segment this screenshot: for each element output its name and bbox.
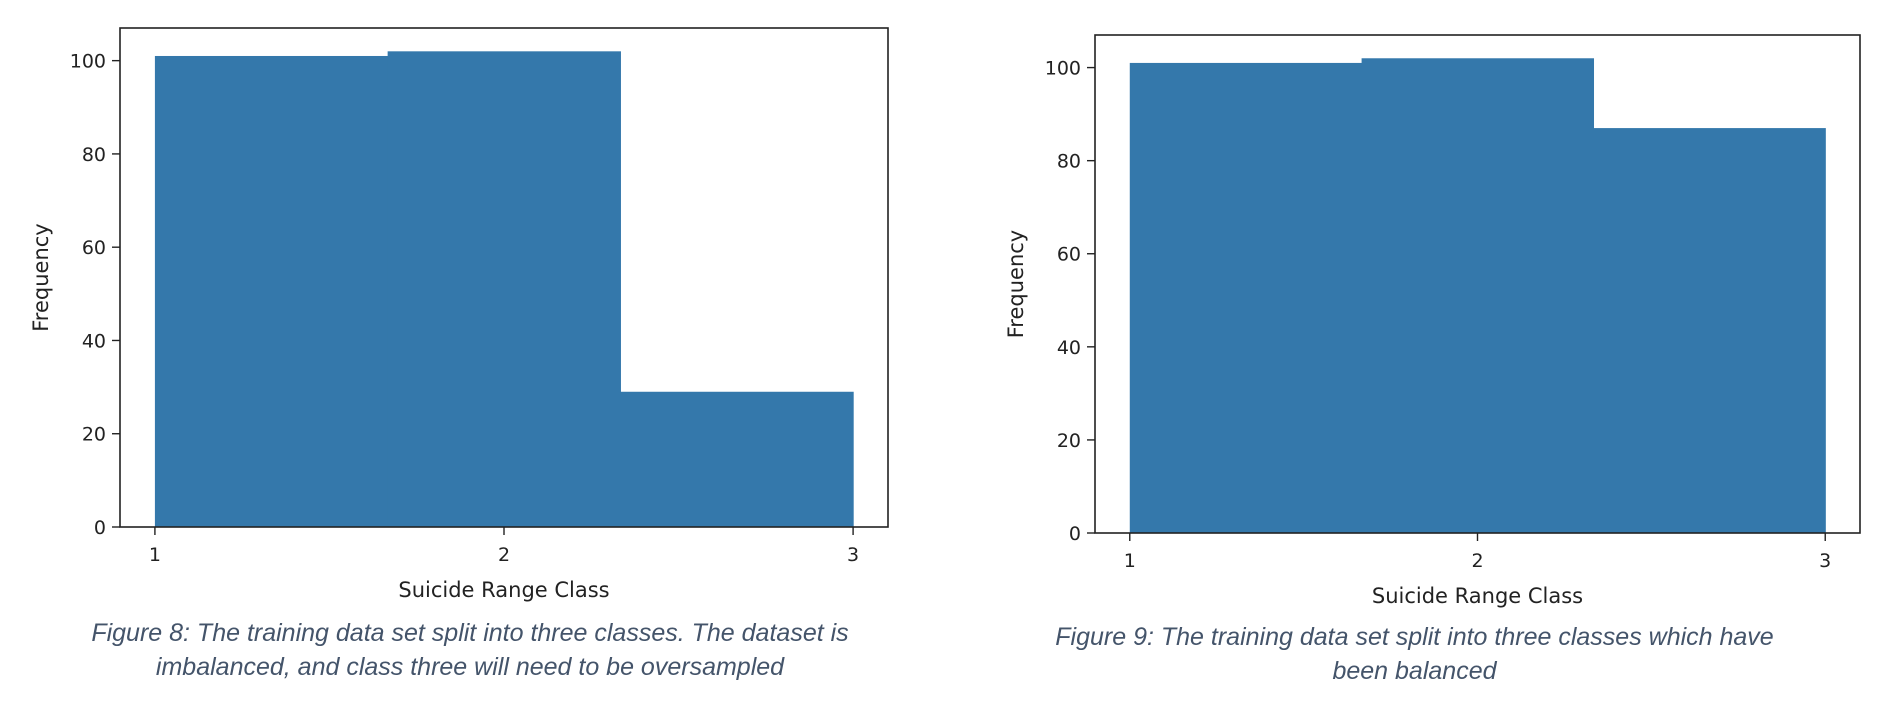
y-tick-label: 0 bbox=[1069, 523, 1081, 545]
bar-1 bbox=[154, 55, 389, 527]
y-tick-label: 20 bbox=[1057, 430, 1081, 452]
histogram-chart: 0 20 40 60 80 100 1 2 3 Suicide Range Class Freque… bbox=[29, 27, 889, 602]
y-tick-label: 80 bbox=[1057, 151, 1081, 173]
figure-caption: Figure 9: The training data set split in… bbox=[943, 620, 1886, 688]
y-axis-label: Frequency bbox=[1004, 230, 1028, 339]
bar-2 bbox=[1361, 58, 1595, 533]
bar-1 bbox=[1129, 62, 1363, 533]
y-tick-label: 40 bbox=[1057, 337, 1081, 359]
y-tick-label: 20 bbox=[82, 424, 106, 446]
figure-caption: Figure 8: The training data set split in… bbox=[20, 616, 920, 684]
y-tick-label: 80 bbox=[82, 144, 106, 166]
x-tick-label: 3 bbox=[847, 544, 859, 566]
y-axis-label: Frequency bbox=[29, 223, 53, 332]
bar-2 bbox=[387, 51, 621, 528]
figure-9: 0 20 40 60 80 100 1 2 3 Suicide Range Class Freque… bbox=[943, 0, 1886, 706]
x-tick-label: 2 bbox=[1471, 550, 1483, 572]
bar-3 bbox=[620, 391, 854, 527]
x-axis-label: Suicide Range Class bbox=[398, 578, 609, 602]
x-tick-label: 1 bbox=[1124, 550, 1136, 572]
y-tick-label: 100 bbox=[70, 51, 106, 73]
caption-line: imbalanced, and class three will need to… bbox=[155, 653, 785, 681]
y-tick-label: 100 bbox=[1045, 58, 1081, 80]
x-axis-label: Suicide Range Class bbox=[1372, 584, 1583, 608]
y-tick-label: 40 bbox=[82, 330, 106, 352]
caption-line: Figure 8: The training data set split in… bbox=[91, 619, 849, 647]
caption-line: been balanced bbox=[1332, 657, 1497, 685]
histogram-chart: 0 20 40 60 80 100 1 2 3 Suicide Range Class Freque… bbox=[1004, 34, 1861, 608]
x-tick-label: 2 bbox=[498, 544, 510, 566]
x-tick-label: 1 bbox=[149, 544, 161, 566]
y-tick-label: 60 bbox=[82, 237, 106, 259]
x-tick-label: 3 bbox=[1819, 550, 1831, 572]
y-tick-label: 0 bbox=[94, 517, 106, 539]
figure-8: 0 20 40 60 80 100 1 2 3 Suicide Range Class Freque… bbox=[20, 27, 920, 684]
caption-line: Figure 9: The training data set split in… bbox=[1055, 623, 1774, 651]
bar-3 bbox=[1593, 128, 1826, 533]
y-tick-label: 60 bbox=[1057, 244, 1081, 266]
